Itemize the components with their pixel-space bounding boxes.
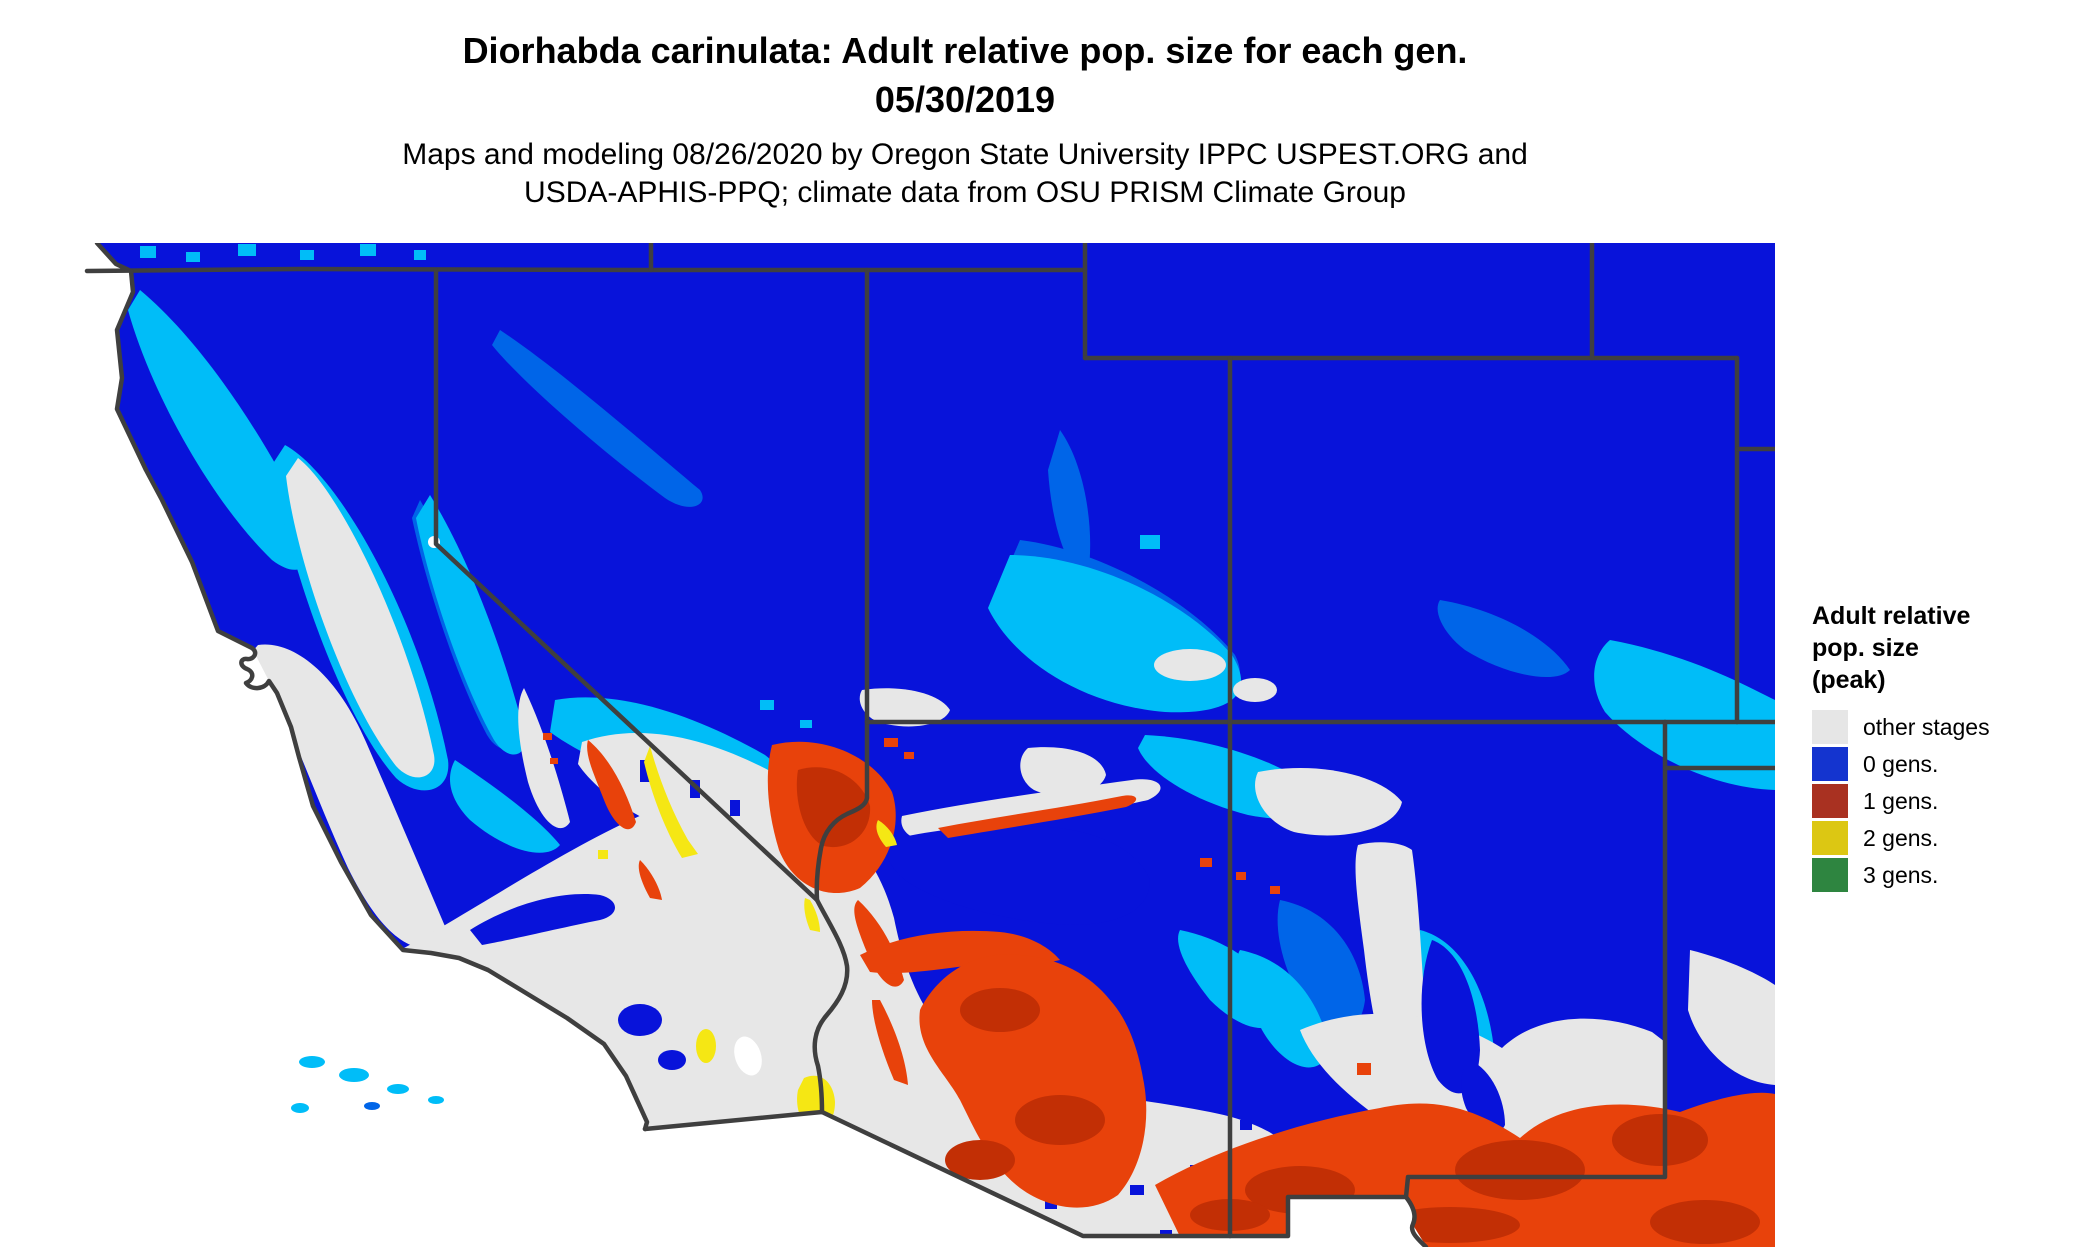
legend-title: Adult relative pop. size (peak) bbox=[1812, 602, 1971, 694]
credit-line-2: USDA-APHIS-PPQ; climate data from OSU PR… bbox=[524, 176, 1406, 209]
border-nv-az-river bbox=[814, 719, 870, 903]
legend: Adult relative pop. size (peak) other st… bbox=[1812, 600, 2100, 895]
legend-label: 2 gens. bbox=[1863, 824, 1939, 851]
legend-item-1-gens: 1 gens. bbox=[1812, 784, 2100, 818]
legend-label: 0 gens. bbox=[1863, 750, 1939, 777]
legend-item-3-gens: 3 gens. bbox=[1812, 858, 2100, 892]
legend-label: other stages bbox=[1863, 713, 1990, 740]
state-borders bbox=[84, 243, 1775, 1247]
border-42n bbox=[84, 266, 1088, 274]
border-nm-tx bbox=[1403, 719, 1668, 1200]
layer-channel-islands bbox=[291, 1056, 444, 1113]
coastline bbox=[94, 243, 650, 1132]
legend-swatch-0-gens bbox=[1812, 747, 1848, 781]
legend-rows: other stages 0 gens. 1 gens. 2 gens. 3 g… bbox=[1812, 710, 2100, 892]
legend-swatch-2-gens bbox=[1812, 821, 1848, 855]
map-title: Diorhabda carinulata: Adult relative pop… bbox=[462, 30, 1468, 71]
border-ca-nv bbox=[433, 267, 820, 903]
layer-mountain-islands bbox=[470, 760, 1505, 1239]
legend-label: 1 gens. bbox=[1863, 787, 1939, 814]
legend-label: 3 gens. bbox=[1863, 861, 1939, 888]
legend-swatch-3-gens bbox=[1812, 858, 1848, 892]
legend-swatch-1-gens bbox=[1812, 784, 1848, 818]
credit-line-1: Maps and modeling 08/26/2020 by Oregon S… bbox=[402, 138, 1528, 171]
legend-item-0-gens: 0 gens. bbox=[1812, 747, 2100, 781]
layer-channel-islands-mid bbox=[364, 1102, 380, 1110]
legend-item-other-stages: other stages bbox=[1812, 710, 2100, 744]
layer-2gens bbox=[598, 746, 897, 1130]
legend-item-2-gens: 2 gens. bbox=[1812, 821, 2100, 855]
border-colorado-river bbox=[812, 897, 850, 1115]
map-date: 05/30/2019 bbox=[874, 79, 1056, 120]
legend-swatch-other-stages bbox=[1812, 710, 1848, 744]
border-ca-mexico bbox=[642, 1109, 825, 1132]
